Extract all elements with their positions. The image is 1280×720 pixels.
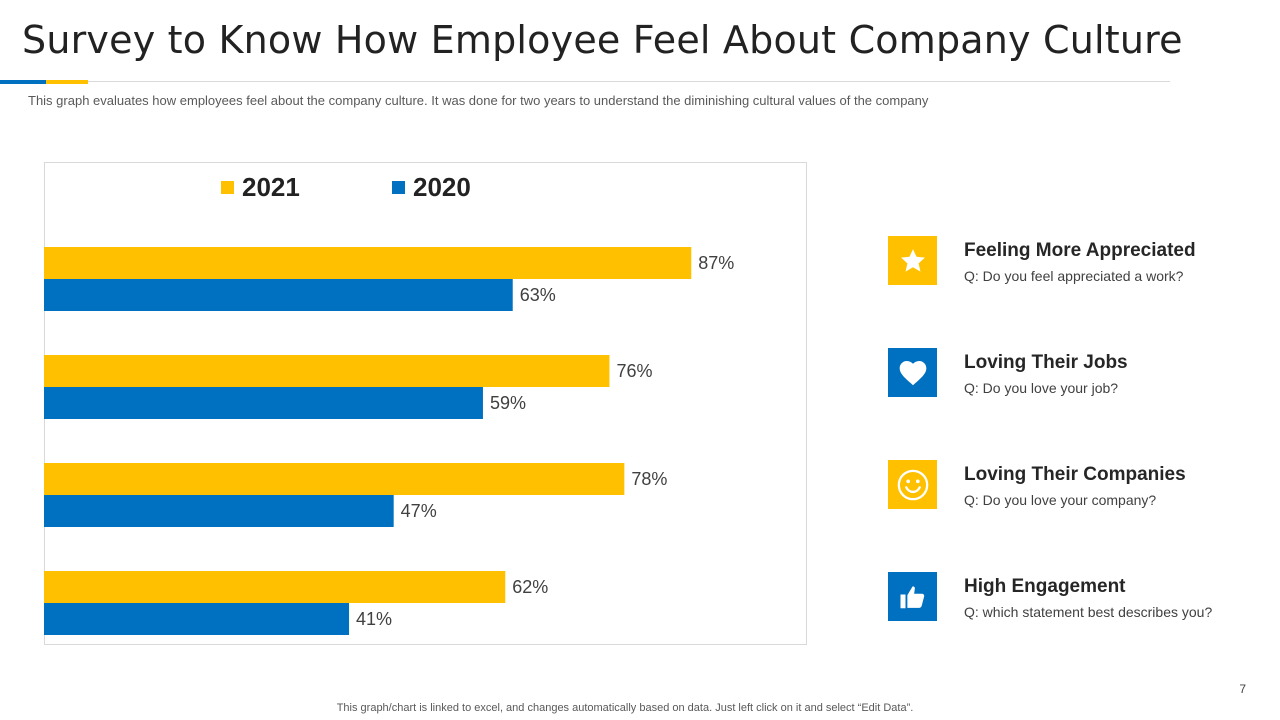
category-question: Q: Do you love your job? [964,380,1119,396]
data-label-2021-1: 87% [698,253,734,273]
title-divider [0,81,1170,82]
data-label-2021-2: 76% [616,361,652,381]
page-subtitle: This graph evaluates how employees feel … [28,93,929,108]
data-label-2021-4: 62% [512,577,548,597]
data-label-2020-1: 63% [520,285,556,305]
legend-item-2020: 2020 [392,172,471,202]
data-label-2020-3: 47% [401,501,437,521]
bar-2021-2 [44,355,610,387]
category-high-engagement: High Engagement Q: which statement best … [888,572,1248,622]
category-title: Loving Their Jobs [964,352,1128,373]
legend-label-2020: 2020 [413,171,471,202]
legend-label-2021: 2021 [242,171,300,202]
data-label-2021-3: 78% [631,469,667,489]
smiley-icon [888,460,937,509]
heart-icon [888,348,937,397]
category-question: Q: Do you love your company? [964,492,1157,508]
bar-chart: 87% 63% 76% 59% 78% 47% 62% 41% [44,247,734,635]
category-loving-jobs: Loving Their Jobs Q: Do you love your jo… [888,348,1248,398]
footer-note: This graph/chart is linked to excel, and… [336,702,914,714]
data-label-2020-2: 59% [490,393,526,413]
category-title: Loving Their Companies [964,464,1186,485]
category-title: High Engagement [964,576,1126,597]
bar-2021-1 [44,247,692,279]
legend-swatch-2021 [221,180,234,194]
title-accent-blue [0,80,46,84]
title-accent-yellow [46,80,88,84]
category-loving-companies: Loving Their Companies Q: Do you love yo… [888,460,1248,510]
category-question: Q: which statement best describes you? [964,604,1213,620]
page-title: Survey to Know How Employee Feel About C… [22,18,1183,62]
thumbs-up-icon [888,572,937,621]
category-title: Feeling More Appreciated [964,240,1196,261]
category-question: Q: Do you feel appreciated a work? [964,268,1184,284]
star-icon [888,236,937,285]
bar-2020-4 [44,603,350,635]
category-feeling-appreciated: Feeling More Appreciated Q: Do you feel … [888,236,1248,286]
bar-2020-1 [44,279,513,311]
bar-2021-3 [44,463,625,495]
bar-2021-4 [44,571,506,603]
bar-2020-2 [44,387,483,419]
legend-swatch-2020 [392,180,405,194]
legend-item-2021: 2021 [221,172,300,202]
bar-2020-3 [44,495,394,527]
data-label-2020-4: 41% [356,609,392,629]
page-number: 7 [1239,682,1246,696]
